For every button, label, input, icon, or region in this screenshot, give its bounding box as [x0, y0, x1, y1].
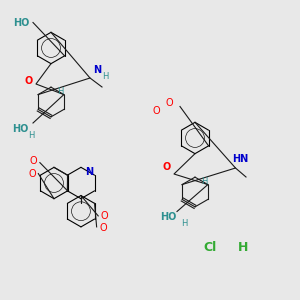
Text: N: N [85, 167, 93, 177]
Text: H: H [201, 177, 207, 186]
Text: Cl: Cl [203, 241, 217, 254]
Text: O: O [30, 156, 38, 166]
Text: HO: HO [12, 124, 28, 134]
Text: N: N [93, 65, 101, 75]
Text: H: H [57, 87, 63, 96]
Text: HN: HN [232, 154, 249, 164]
Text: O: O [152, 106, 160, 116]
Text: H: H [102, 72, 108, 81]
Text: H: H [28, 130, 35, 140]
Text: O: O [99, 224, 107, 233]
Text: O: O [162, 161, 171, 172]
Text: H: H [238, 241, 248, 254]
Text: O: O [166, 98, 173, 109]
Text: O: O [24, 76, 33, 86]
Text: HO: HO [160, 212, 177, 223]
Text: HO: HO [14, 17, 30, 28]
Text: O: O [28, 169, 36, 178]
Text: O: O [101, 211, 108, 221]
Text: H: H [182, 219, 188, 228]
